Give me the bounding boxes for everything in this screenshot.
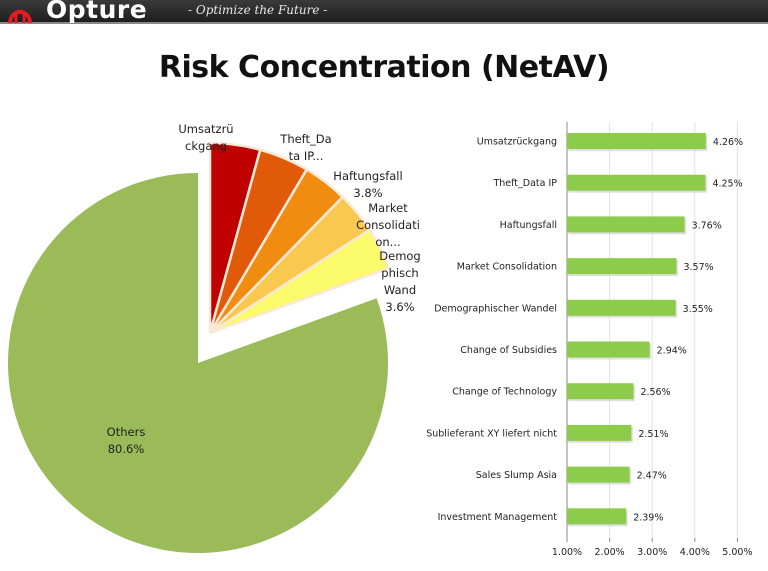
bar-row: Investment Management 2.39% — [438, 508, 663, 527]
pie-slice-label: Others 80.6% — [107, 425, 146, 456]
bar-row: Sublieferant XY liefert nicht 2.51% — [426, 424, 669, 443]
pie-slice — [209, 228, 391, 335]
bar-value-label: 4.25% — [712, 179, 742, 190]
bar-row: Change of Technology 2.56% — [452, 383, 671, 402]
bar-category-label: Change of Subsidies — [460, 345, 557, 356]
bar-category-label: Demographischer Wandel — [434, 303, 557, 314]
app-header: Opture - Optimize the Future - — [0, 0, 768, 24]
bar-category-label: Change of Technology — [452, 387, 557, 398]
pie-slice-label: Theft_Da ta IP... — [279, 132, 331, 163]
bar-row: Haftungsfall 3.76% — [500, 216, 722, 235]
bar — [567, 133, 706, 149]
bar-category-label: Theft_Data IP — [492, 178, 557, 189]
bar-value-label: 3.76% — [692, 220, 722, 231]
bar — [567, 174, 706, 191]
bar — [567, 216, 685, 233]
opture-logo-icon — [8, 9, 32, 23]
x-tick-label: 5.00% — [722, 547, 752, 558]
pie-slice-label: Demog phisch Wand 3.6% — [379, 249, 420, 314]
bar — [567, 341, 650, 358]
x-tick-label: 2.00% — [595, 547, 625, 558]
bar-category-label: Market Consolidation — [457, 262, 557, 273]
bar — [567, 299, 676, 316]
bar — [567, 508, 627, 525]
bar-value-label: 3.55% — [683, 304, 713, 315]
bar-value-label: 2.47% — [637, 471, 667, 482]
bar-row: Market Consolidation 3.57% — [457, 258, 714, 277]
bar — [567, 383, 634, 400]
page-title: Risk Concentration (NetAV) — [158, 50, 610, 85]
bar-row: Sales Slump Asia 2.47% — [476, 466, 667, 485]
bar-category-label: Investment Management — [438, 512, 558, 523]
bar-category-label: Umsatzrückgang — [477, 137, 557, 148]
bar-category-label: Sales Slump Asia — [476, 470, 557, 481]
bar-value-label: 2.39% — [633, 512, 663, 523]
bar-row: Change of Subsidies 2.94% — [460, 341, 687, 360]
pie-chart: Umsatzrü ckgang Theft_Da ta IP...Haftungsfa… — [8, 122, 421, 553]
bar-category-label: Haftungsfall — [500, 220, 557, 231]
pie-slice-others — [8, 173, 389, 553]
bar — [567, 258, 677, 275]
x-tick-label: 3.00% — [637, 547, 667, 558]
pie-slice-label: Umsatzrü ckgang — [178, 122, 233, 153]
brand-name: Opture — [46, 0, 148, 24]
pie-slice-label: Haftungsfall 3.8% — [333, 169, 402, 200]
bar-row: Demographischer Wandel 3.55% — [434, 299, 713, 318]
brand-tagline: - Optimize the Future - — [188, 3, 328, 17]
x-tick-label: 4.00% — [680, 547, 710, 558]
bar-value-label: 2.94% — [657, 346, 687, 357]
bar-row: Theft_Data IP 4.25% — [492, 174, 743, 193]
bar-value-label: 2.56% — [640, 387, 670, 398]
bar-value-label: 2.51% — [638, 429, 668, 440]
bar-row: Umsatzrückgang 4.26% — [477, 133, 743, 151]
x-tick-label: 1.00% — [552, 547, 582, 558]
bar — [567, 424, 632, 441]
bar-category-label: Sublieferant XY liefert nicht — [426, 428, 557, 439]
bar-value-label: 4.26% — [713, 137, 743, 148]
bar — [567, 466, 630, 483]
bar-value-label: 3.57% — [683, 262, 713, 273]
pie-slice-label: Market Consolidati on... — [356, 201, 420, 249]
